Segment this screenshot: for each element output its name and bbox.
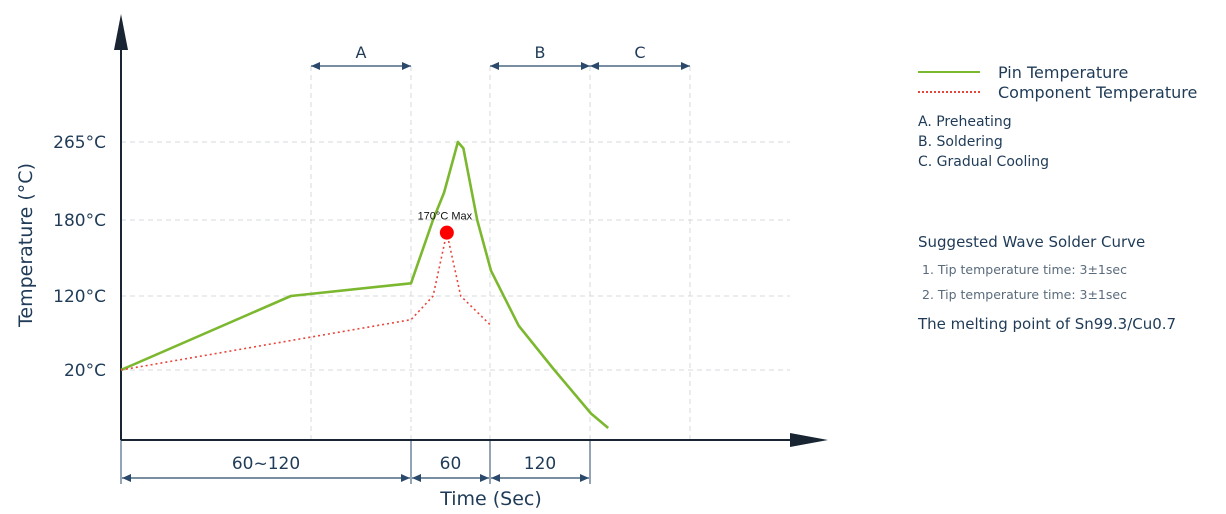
x-axis-label: Time (Sec) [439, 488, 542, 510]
segment-0-arrow-right [401, 474, 410, 482]
legend-swatch-component [918, 91, 980, 93]
phase-label-c: C [634, 43, 645, 62]
legend-item-component: Component Temperature [918, 82, 1218, 102]
note-item-2: 2. Tip temperature time: 3±1sec [922, 287, 1127, 302]
segment-1-arrow-right [480, 474, 489, 482]
y-tick-label-1: 180°C [53, 211, 106, 231]
y-tick-label-0: 265°C [53, 133, 106, 153]
phase-item-c: C. Gradual Cooling [918, 154, 1049, 170]
segment-2-arrow-left [491, 474, 500, 482]
x-axis-arrow [790, 433, 828, 447]
segment-label-1: 60 [440, 454, 462, 474]
axes [114, 14, 828, 447]
phase-c-arrow-right [681, 62, 690, 70]
phase-item-b: B. Soldering [918, 134, 1003, 150]
grid-lines [121, 66, 790, 440]
segment-0-arrow-left [122, 474, 131, 482]
legend: Pin Temperature Component Temperature [918, 62, 1218, 102]
legend-label-component: Component Temperature [998, 82, 1198, 102]
phase-b-arrow-right [581, 62, 590, 70]
phase-label-a: A [356, 43, 367, 62]
segment-2-arrow-right [580, 474, 589, 482]
legend-item-pin: Pin Temperature [918, 62, 1218, 82]
series-pin-temperature [120, 140, 610, 429]
phase-list: A. Preheating B. Soldering C. Gradual Co… [918, 112, 1049, 172]
phase-c-arrow-left [590, 62, 599, 70]
max-point-label: 170°C Max [418, 211, 473, 223]
phase-label-b: B [535, 43, 546, 62]
phase-a-arrow-right [402, 62, 411, 70]
series-lines: 170°C Max [120, 140, 610, 429]
series-component-temperature [120, 231, 492, 371]
y-axis-label: Temperature (°C) [15, 163, 37, 328]
notes-footer: The melting point of Sn99.3/Cu0.7 [918, 315, 1177, 333]
legend-label-pin: Pin Temperature [998, 62, 1129, 82]
y-axis-arrow [114, 14, 128, 50]
segment-1-arrow-left [412, 474, 421, 482]
y-ticks: 265°C 180°C 120°C 20°C [53, 133, 106, 381]
phase-b-arrow-left [490, 62, 499, 70]
note-item-1: 1. Tip temperature time: 3±1sec [922, 262, 1127, 277]
max-point-marker [439, 225, 454, 240]
wave-solder-chart: 60~120 60 120 A B C 265°C 180°C 120°C 20°C 170°C… [15, 14, 828, 510]
segment-label-2: 120 [524, 454, 556, 474]
y-tick-label-2: 120°C [53, 287, 106, 307]
notes-title: Suggested Wave Solder Curve [918, 233, 1146, 251]
dimension-markers: 60~120 60 120 A B C [120, 43, 690, 484]
solder-notes: Suggested Wave Solder Curve 1. Tip tempe… [918, 233, 1223, 333]
y-tick-label-3: 20°C [64, 361, 106, 381]
legend-swatch-pin [918, 71, 980, 73]
phase-a-arrow-left [311, 62, 320, 70]
phase-item-a: A. Preheating [918, 114, 1012, 130]
segment-label-0: 60~120 [232, 454, 300, 474]
